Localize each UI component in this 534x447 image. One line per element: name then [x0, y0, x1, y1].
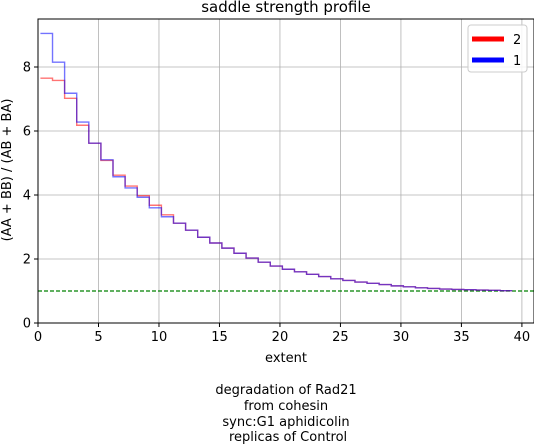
x-tick-label: 10	[151, 330, 168, 345]
series-line-1	[40, 32, 513, 292]
y-tick-label: 8	[23, 61, 31, 76]
x-tick-label: 40	[514, 330, 531, 345]
legend-label-1: 1	[513, 54, 521, 69]
caption-line-4: replicas of Control	[224, 430, 348, 445]
y-tick-label: 4	[23, 189, 31, 204]
plot-frame	[37, 18, 534, 324]
series-group	[40, 32, 513, 292]
y-tick-label: 2	[23, 253, 31, 268]
x-tick-label: 15	[211, 330, 228, 345]
x-tick-label: 35	[453, 330, 470, 345]
legend: 21	[467, 24, 528, 73]
x-tick-label: 30	[393, 330, 410, 345]
y-axis-label: (AA + BB) / (AB + BA)	[0, 99, 15, 242]
x-tick-label: 0	[34, 330, 42, 345]
x-tick-label: 5	[94, 330, 102, 345]
caption-line-1: degradation of Rad21	[215, 383, 357, 398]
chart-title: saddle strength profile	[201, 0, 371, 16]
caption-line-3: sync:G1 aphidicolin	[222, 415, 350, 430]
y-tick-label: 6	[23, 125, 31, 140]
y-tick-label: 0	[23, 317, 31, 332]
caption-line-2: from cohesin	[243, 399, 329, 414]
x-tick-label: 25	[332, 330, 349, 345]
x-axis-label: extent	[265, 351, 307, 366]
legend-label-2: 2	[513, 33, 521, 48]
x-tick-label: 20	[272, 330, 289, 345]
axis-ticks: 0 5 10 15 20 25 30 35 40 0 2 4 6 8	[23, 61, 530, 346]
